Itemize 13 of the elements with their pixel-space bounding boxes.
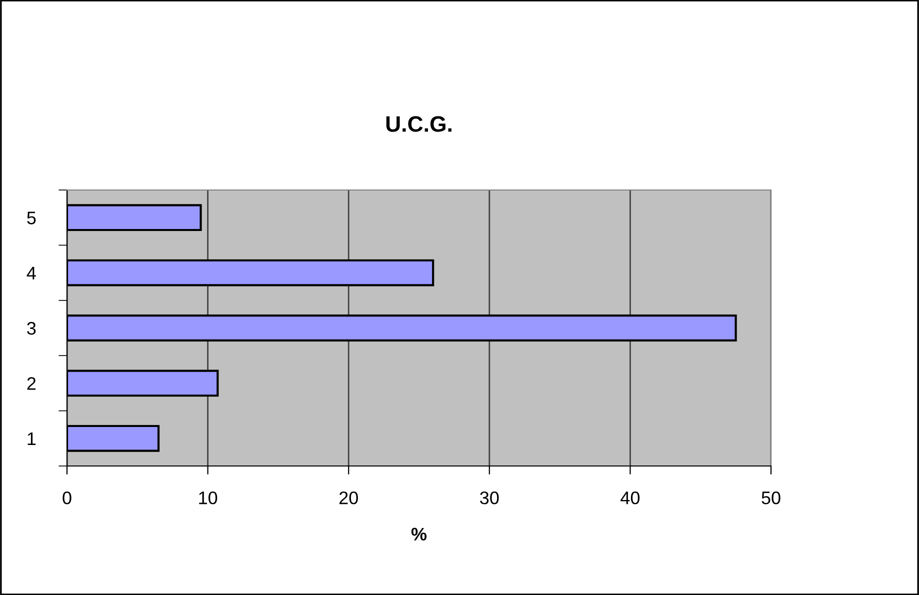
chart-title: U.C.G. xyxy=(386,116,452,132)
x-tick-label: 40 xyxy=(620,491,640,504)
y-tick-label: 1 xyxy=(28,432,36,445)
y-tick-label: 5 xyxy=(27,212,36,224)
x-tick-label: 50 xyxy=(762,491,780,504)
x-tick-label: 30 xyxy=(480,491,499,504)
y-tick-label: 2 xyxy=(27,377,36,390)
x-tick-label: 0 xyxy=(62,491,72,504)
x-tick-label: 20 xyxy=(339,491,358,504)
y-tick-label: 4 xyxy=(26,266,36,280)
y-tick-label: 3 xyxy=(27,322,36,335)
x-axis-title: % xyxy=(411,528,427,540)
x-tick-label: 10 xyxy=(199,491,218,504)
